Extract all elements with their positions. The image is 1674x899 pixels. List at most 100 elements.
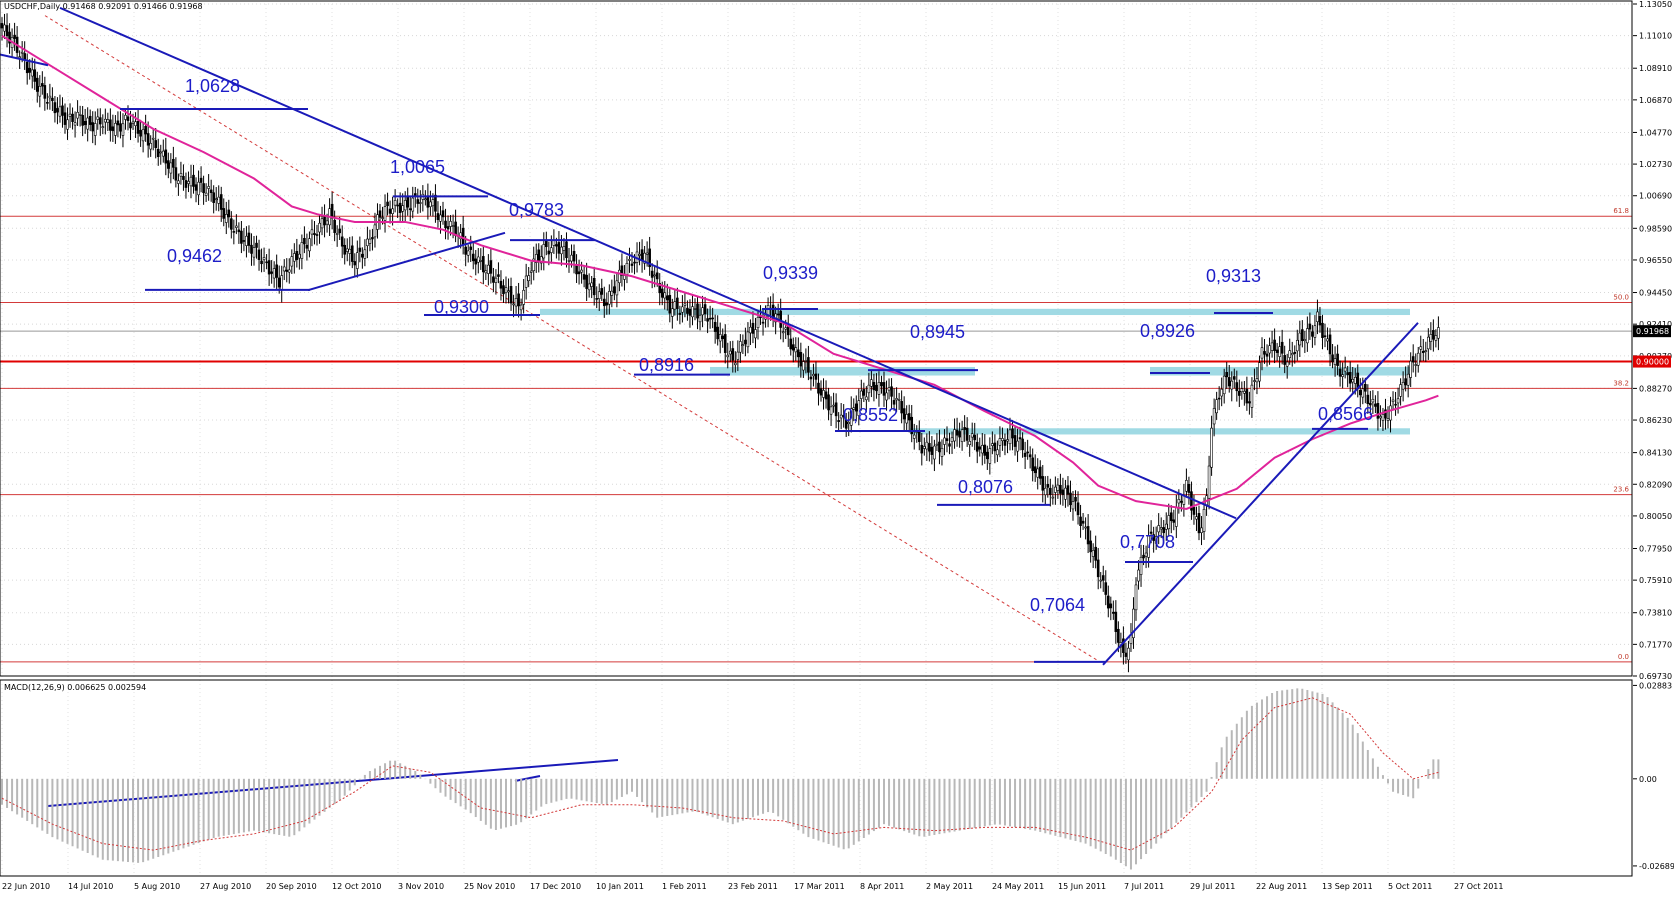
candle-body [935,443,939,446]
candle-body [1086,526,1090,545]
candle-body [419,202,422,204]
candle-body [482,256,485,273]
candle-body [867,384,871,394]
candle-body [71,113,74,122]
candle-body [625,262,629,275]
y-tick-label: 0.98590 [1639,224,1672,233]
candle-body [1343,367,1347,372]
candle-body [1122,638,1125,653]
candle-body [547,250,551,255]
candle-body [116,120,120,126]
candle-body [139,130,142,137]
candle-body [938,441,941,453]
candle-body [880,382,883,387]
candle-body [983,444,987,456]
candle-body [643,252,646,264]
candle-body [1290,353,1294,356]
candle-body [852,407,856,410]
candle-body [1270,342,1274,351]
candle-body [797,349,800,358]
candle-body [416,199,420,204]
candle-body [1358,390,1362,396]
candle-body [471,253,475,262]
candle-body [1401,382,1405,390]
candle-body [429,201,432,207]
candle-body [182,176,185,180]
candle-body [993,442,997,452]
candle-body [1318,316,1322,326]
candle-body [1437,327,1440,339]
candle-body [1295,340,1299,352]
candle-body [885,392,888,401]
support-resistance-zone [1150,366,1410,376]
candle-body [1132,608,1135,639]
candle-body [1235,382,1239,392]
candle-body [68,113,72,117]
candle-body [504,287,508,294]
key-level-label: 0.90000 [1636,358,1669,367]
candle-body [199,177,203,183]
candle-body [393,200,397,206]
candle-body [411,197,415,212]
candle-body [164,149,168,164]
candle-body [1308,323,1312,330]
x-tick-label: 29 Jul 2011 [1190,882,1235,891]
candle-body [978,446,982,450]
candle-body [930,446,934,455]
candle-body [580,269,583,273]
candle-body [398,202,402,213]
candle-body [562,246,566,251]
candle-body [945,438,949,442]
x-tick-label: 25 Nov 2010 [464,882,515,891]
y-tick-label: 0.82090 [1639,480,1672,489]
candle-body [686,307,689,314]
candle-body [1162,527,1166,534]
macd-title: MACD(12,26,9) 0.006625 0.002594 [4,683,146,692]
candle-body [1041,476,1045,491]
candle-body [1313,325,1317,338]
candle-body [66,119,69,130]
candle-body [172,158,175,168]
candle-body [237,229,241,233]
fib-label: 61.8 [1613,207,1629,215]
candle-body [1056,484,1060,491]
candle-body [340,236,344,247]
candle-body [539,256,543,264]
candle-body [514,298,518,307]
candle-body [658,283,662,294]
macd-signal-line [1,697,1439,851]
candle-body [739,341,742,353]
candle-body [1006,439,1009,442]
candle-body [86,117,89,130]
candle-body [403,200,407,211]
candle-body [396,204,399,207]
candle-body [1018,437,1022,440]
candle-body [1200,527,1203,533]
candle-body [23,53,26,61]
candle-body [466,250,470,256]
fib-label: 50.0 [1613,293,1629,301]
candle-body [1071,501,1075,510]
candle-body [159,151,163,154]
candle-body [933,445,936,460]
candle-body [1391,399,1395,402]
candle-body [628,259,631,261]
candle-body [3,24,6,32]
candle-body [618,269,621,284]
candle-body [1275,349,1279,353]
x-tick-label: 24 May 2011 [992,882,1044,891]
candle-body [1263,351,1266,355]
candle-body [910,416,914,435]
candle-body [0,23,4,29]
x-tick-label: 22 Jun 2010 [2,882,50,891]
candle-body [718,334,722,342]
level-label: 0,9462 [167,246,222,266]
candle-body [822,390,825,398]
level-label: 0,9783 [509,200,564,220]
x-tick-label: 5 Oct 2011 [1388,882,1432,891]
candle-body [134,121,137,126]
candle-body [1028,454,1032,458]
candle-body [1240,388,1244,393]
candle-body [1268,345,1271,354]
candle-body [1154,536,1158,544]
